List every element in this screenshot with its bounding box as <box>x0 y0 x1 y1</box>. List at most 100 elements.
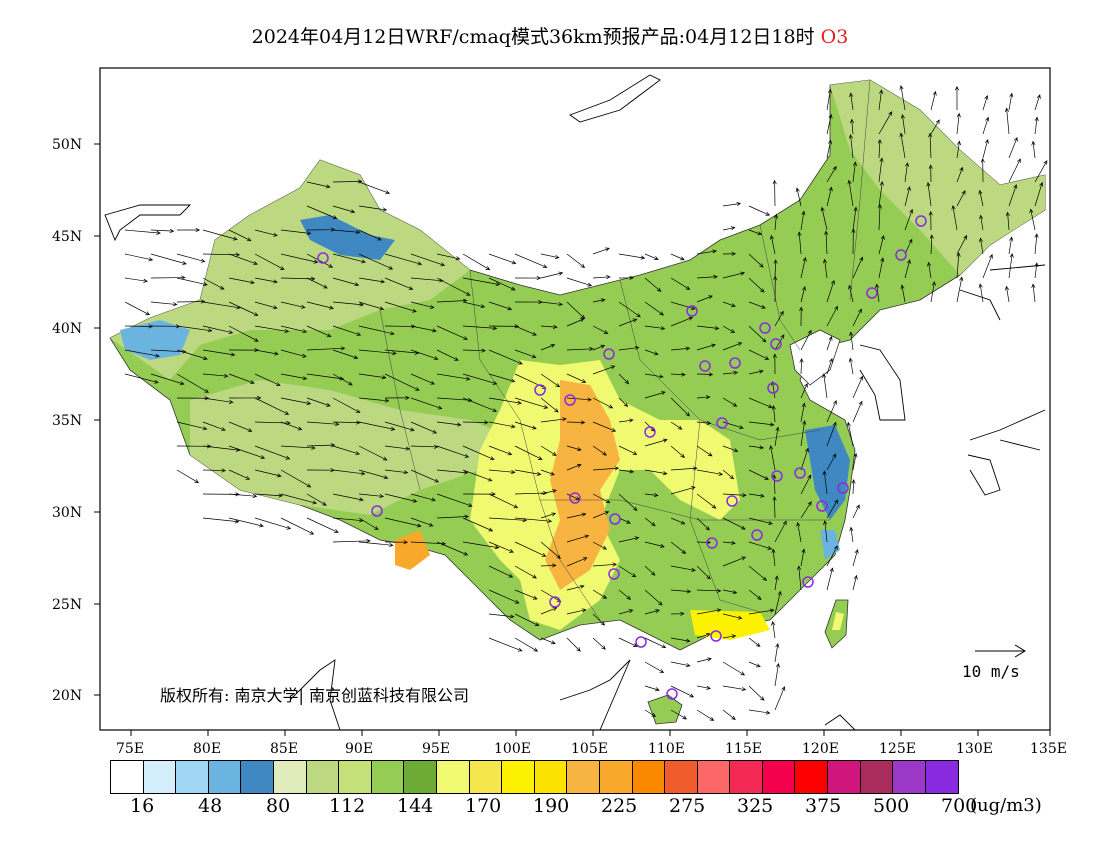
wind-arrow <box>899 84 906 111</box>
wind-arrow <box>254 373 281 386</box>
wind-arrow <box>696 395 711 400</box>
wind-arrow <box>514 565 537 579</box>
wind-arrow <box>228 229 252 242</box>
wind-arrow <box>748 205 771 216</box>
wind-arrow <box>899 132 906 159</box>
wind-arrow <box>202 373 229 378</box>
wind-arrow <box>696 657 712 663</box>
wind-arrow <box>332 253 367 264</box>
wind-arrow <box>566 253 586 269</box>
wind-arrow <box>847 179 854 207</box>
wind-arrow <box>927 261 932 279</box>
city-marker <box>895 249 907 261</box>
wind-arrow <box>644 541 665 548</box>
wind-arrow <box>228 517 264 528</box>
wind-arrow <box>826 335 833 351</box>
copyright-text: 版权所有: 南京大学| 南京创蓝科技有限公司 <box>160 686 469 705</box>
wind-arrow <box>306 443 336 448</box>
wind-arrow <box>748 253 764 268</box>
wind-arrow <box>618 301 641 318</box>
wind-arrow <box>848 357 854 375</box>
colorbar-box <box>795 761 829 793</box>
colorbar-box <box>306 761 340 793</box>
wind-arrow <box>820 206 828 231</box>
wind-arrow <box>800 285 806 303</box>
colorbar-box <box>111 761 144 793</box>
wind-arrow <box>280 469 312 488</box>
wind-arrow <box>644 391 666 399</box>
wind-arrow <box>436 373 471 381</box>
city-marker <box>794 467 806 479</box>
lat-tick-label: 30N <box>52 505 82 521</box>
wind-arrow <box>878 157 884 183</box>
wind-arrow <box>462 420 489 425</box>
wind-arrow <box>670 372 686 377</box>
wind-arrow <box>618 609 634 615</box>
wind-arrow <box>566 534 590 543</box>
wind-arrow <box>306 346 346 351</box>
wind-arrow <box>384 395 410 400</box>
city-marker <box>710 630 722 642</box>
wind-arrow <box>176 253 206 263</box>
wind-arrow <box>748 541 773 550</box>
wind-arrow <box>797 565 802 591</box>
wind-arrow <box>1031 140 1036 159</box>
wind-arrow <box>979 214 984 231</box>
city-marker <box>802 576 814 588</box>
wind-arrow <box>514 517 553 524</box>
wind-arrow <box>696 685 712 690</box>
wind-arrow <box>849 118 855 135</box>
wind-arrow <box>384 493 418 503</box>
wind-arrow <box>982 253 993 279</box>
wind-arrow <box>436 349 459 361</box>
wind-arrow <box>488 253 517 265</box>
wind-arrow <box>540 489 557 495</box>
wind-arrow <box>202 277 225 290</box>
wind-arrow <box>488 397 522 405</box>
wind-arrow <box>306 325 332 338</box>
wind-arrow <box>772 496 777 519</box>
city-marker <box>549 596 561 608</box>
wind-arrow <box>696 608 722 615</box>
wind-arrow <box>462 541 500 550</box>
wind-arrow <box>722 634 737 639</box>
wind-arrow <box>540 271 564 279</box>
wind-arrow <box>696 295 713 303</box>
wind-arrow <box>722 342 743 351</box>
wind-arrow <box>774 590 782 615</box>
wind-arrow <box>150 228 175 234</box>
wind-arrow <box>618 275 635 280</box>
wind-arrow <box>358 421 396 431</box>
high-o3-zone-orange <box>545 380 620 590</box>
wind-arrow <box>1008 253 1014 279</box>
wind-arrow <box>748 301 766 309</box>
wind-arrow <box>696 325 720 331</box>
wind-arrow <box>1034 181 1044 207</box>
wind-arrow <box>722 540 736 545</box>
wind-arrow <box>904 259 911 279</box>
wind-arrow <box>826 113 833 135</box>
colorbar <box>110 760 960 794</box>
wind-arrow <box>514 469 542 476</box>
wind-arrow <box>799 306 804 327</box>
wind-arrow <box>332 277 360 287</box>
wind-arrow <box>849 331 854 351</box>
wind-arrow <box>540 637 556 645</box>
wind-arrow <box>618 373 630 385</box>
wind-arrow <box>644 325 666 331</box>
wind-arrow <box>540 563 557 568</box>
wind-arrow <box>956 166 964 183</box>
wind-arrow <box>592 637 606 650</box>
wind-arrow <box>540 469 555 476</box>
wind-arrow <box>358 277 386 284</box>
wind-arrow <box>769 234 776 255</box>
wind-arrow <box>722 201 742 207</box>
wind-arrow <box>826 279 835 303</box>
wind-arrow <box>978 237 984 255</box>
wind-arrow <box>722 325 736 333</box>
wind-arrow <box>748 369 764 375</box>
wind-arrow <box>748 421 775 427</box>
wind-arrow <box>644 709 657 717</box>
wind-arrow <box>358 445 388 461</box>
wind-arrow <box>800 474 812 495</box>
